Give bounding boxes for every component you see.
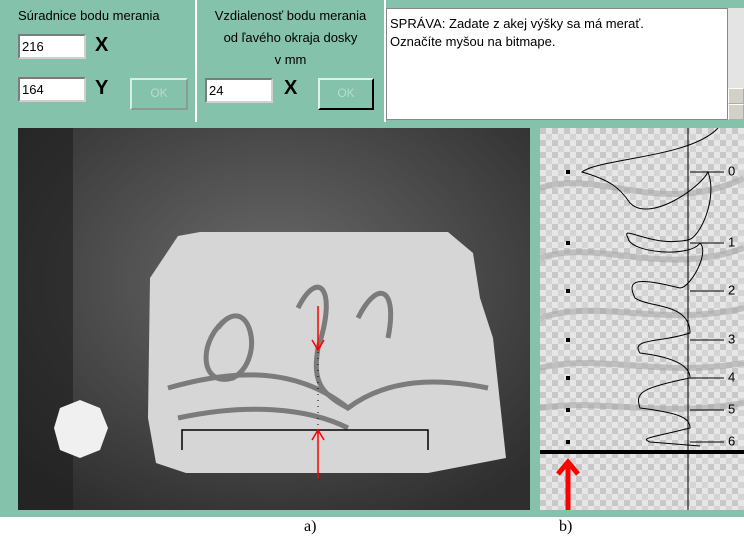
- x-input[interactable]: 216: [18, 34, 86, 59]
- message-line: SPRÁVA: Zadate z akej výšky sa má merať.: [390, 15, 724, 33]
- scale-label: 3: [728, 331, 735, 346]
- ok-button[interactable]: OK: [318, 78, 374, 110]
- axis-label: X: [95, 34, 108, 57]
- screenshot: Súradnice bodu merania 216 X 164 Y OK Vz…: [0, 0, 744, 540]
- y-input[interactable]: 164: [18, 77, 86, 102]
- axis-label: X: [284, 77, 297, 100]
- scale-label: 4: [728, 369, 735, 384]
- marker-dot: [566, 408, 570, 412]
- distance-input[interactable]: 24: [205, 78, 273, 103]
- shadow: [18, 128, 73, 510]
- group-title: od ľavého okraja dosky: [197, 30, 384, 45]
- group-title: Súradnice bodu merania: [18, 8, 160, 23]
- hexagon: [54, 400, 108, 458]
- marker-dot: [566, 440, 570, 444]
- message-line: Označíte myšou na bitmape.: [390, 33, 724, 51]
- scroll-button[interactable]: [728, 104, 744, 120]
- specimen: [148, 232, 506, 473]
- marker-dot: [566, 241, 570, 245]
- marker-dot: [566, 338, 570, 342]
- marker-dot: [566, 170, 570, 174]
- caption: b): [559, 518, 572, 536]
- message-box: SPRÁVA: Zadate z akej výšky sa má merať.…: [386, 8, 728, 120]
- scale-label: 6: [728, 433, 735, 448]
- marker-dot: [566, 289, 570, 293]
- scale-label: 0: [728, 163, 735, 178]
- scroll-button[interactable]: [728, 88, 744, 104]
- scale-label: 1: [728, 234, 735, 249]
- group-title: Vzdialenosť bodu merania: [197, 8, 384, 23]
- scale-label: 2: [728, 282, 735, 297]
- scrollbar[interactable]: [728, 8, 744, 120]
- ok-button[interactable]: OK: [130, 78, 188, 110]
- group-title: v mm: [197, 52, 384, 67]
- scale-label: 5: [728, 401, 735, 416]
- photo-a: [18, 128, 530, 510]
- caption: a): [304, 518, 316, 536]
- axis-label: Y: [95, 77, 108, 100]
- photo-b: 0 1 2 3 4 5 6: [540, 128, 744, 510]
- marker-dot: [566, 376, 570, 380]
